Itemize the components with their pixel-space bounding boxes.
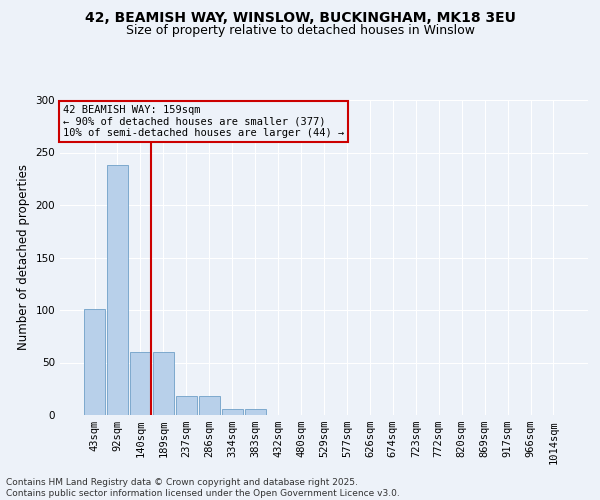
Bar [199, 396, 220, 415]
Text: 42, BEAMISH WAY, WINSLOW, BUCKINGHAM, MK18 3EU: 42, BEAMISH WAY, WINSLOW, BUCKINGHAM, MK… [85, 11, 515, 25]
Bar [130, 352, 151, 415]
Bar [84, 309, 105, 415]
Y-axis label: Number of detached properties: Number of detached properties [17, 164, 30, 350]
Bar [176, 396, 197, 415]
Text: Size of property relative to detached houses in Winslow: Size of property relative to detached ho… [125, 24, 475, 37]
Text: Contains HM Land Registry data © Crown copyright and database right 2025.
Contai: Contains HM Land Registry data © Crown c… [6, 478, 400, 498]
Bar [107, 165, 128, 415]
Bar [245, 408, 266, 415]
Text: 42 BEAMISH WAY: 159sqm
← 90% of detached houses are smaller (377)
10% of semi-de: 42 BEAMISH WAY: 159sqm ← 90% of detached… [62, 104, 344, 138]
Bar [221, 408, 243, 415]
Bar [153, 352, 174, 415]
